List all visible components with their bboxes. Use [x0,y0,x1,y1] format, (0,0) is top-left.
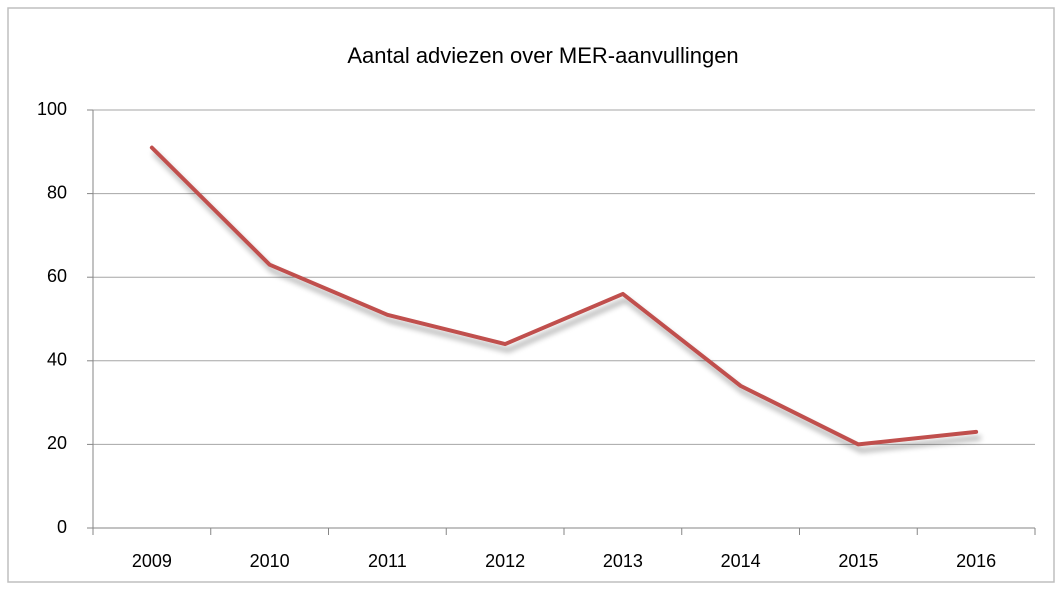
x-tick-label: 2012 [485,551,525,571]
y-tick-label: 20 [47,433,67,453]
x-tick-label: 2009 [132,551,172,571]
x-tick-label: 2016 [956,551,996,571]
x-tick-label: 2015 [838,551,878,571]
y-tick-label: 80 [47,182,67,202]
y-tick-label: 100 [37,99,67,119]
x-tick-label: 2010 [250,551,290,571]
x-tick-label: 2013 [603,551,643,571]
y-tick-label: 60 [47,266,67,286]
y-tick-label: 40 [47,350,67,370]
line-series [149,145,979,447]
x-tick-label: 2011 [368,551,407,571]
chart-title: Aantal adviezen over MER-aanvullingen [347,43,738,68]
y-tick-label: 0 [57,517,67,537]
chart-border [7,7,1055,583]
x-tick-label: 2014 [721,551,761,571]
